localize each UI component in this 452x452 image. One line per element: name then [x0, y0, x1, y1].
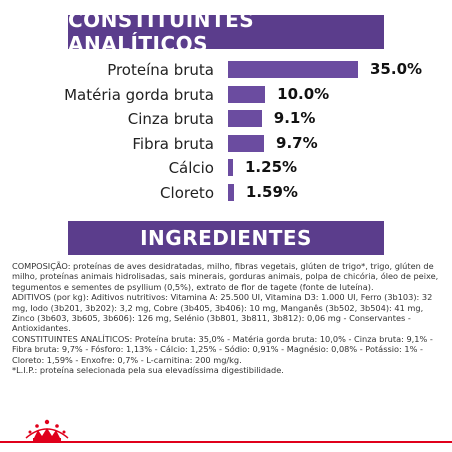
nutrient-label: Cinza bruta — [127, 110, 214, 128]
nutrient-label: Proteína bruta — [107, 61, 214, 79]
nutrient-value: 9.1% — [273, 109, 316, 127]
nutrient-value: 1.59% — [245, 182, 298, 201]
nutrient-row: Proteína bruta 35.0% — [0, 59, 452, 83]
additives-paragraph: ADITIVOS (por kg): Aditivos nutritivos: … — [12, 292, 433, 334]
composition-paragraph: COMPOSIÇÃO: proteínas de aves desidratad… — [12, 261, 439, 292]
nutrient-bar — [228, 61, 358, 78]
analytic-constituents-header: CONSTITUINTES ANALÍTICOS — [68, 8, 384, 56]
nutrient-value: 35.0% — [370, 60, 423, 78]
nutrient-label: Fibra bruta — [132, 134, 214, 153]
ingredients-header: INGREDIENTES — [68, 221, 384, 255]
nutrient-bar — [228, 110, 262, 127]
nutrient-value: 10.0% — [277, 84, 330, 103]
nutrient-bar — [228, 159, 233, 176]
nutrient-label: Cloreto — [160, 183, 214, 202]
nutrient-value: 1.25% — [245, 158, 298, 176]
analytic-header-title: CONSTITUINTES ANALÍTICOS — [68, 8, 255, 56]
nutrient-bar — [228, 134, 265, 152]
nutrient-row: Cloreto 1.59% — [0, 182, 452, 206]
crown-logo-icon — [25, 419, 69, 441]
footnote-paragraph: *L.I.P.: proteína selecionada pela sua e… — [12, 365, 284, 376]
ingredients-header-title: INGREDIENTES — [140, 226, 312, 250]
nutrient-row: Cálcio 1.25% — [0, 157, 452, 181]
nutrient-bar — [228, 183, 234, 201]
nutrient-row: Matéria gorda bruta 10.0% — [0, 84, 452, 108]
nutrient-row: Fibra bruta 9.7% — [0, 133, 452, 157]
ingredients-text: COMPOSIÇÃO: proteínas de aves desidratad… — [12, 261, 444, 375]
constituents-paragraph: CONSTITUINTES ANALÍTICOS: Proteína bruta… — [12, 333, 433, 365]
nutrient-label: Matéria gorda bruta — [64, 85, 214, 104]
nutrient-row: Cinza bruta 9.1% — [0, 108, 452, 132]
nutrient-bar — [228, 85, 266, 103]
nutrient-value: 9.7% — [276, 133, 318, 152]
nutrient-label: Cálcio — [168, 159, 214, 177]
footer-red-line — [0, 441, 452, 443]
